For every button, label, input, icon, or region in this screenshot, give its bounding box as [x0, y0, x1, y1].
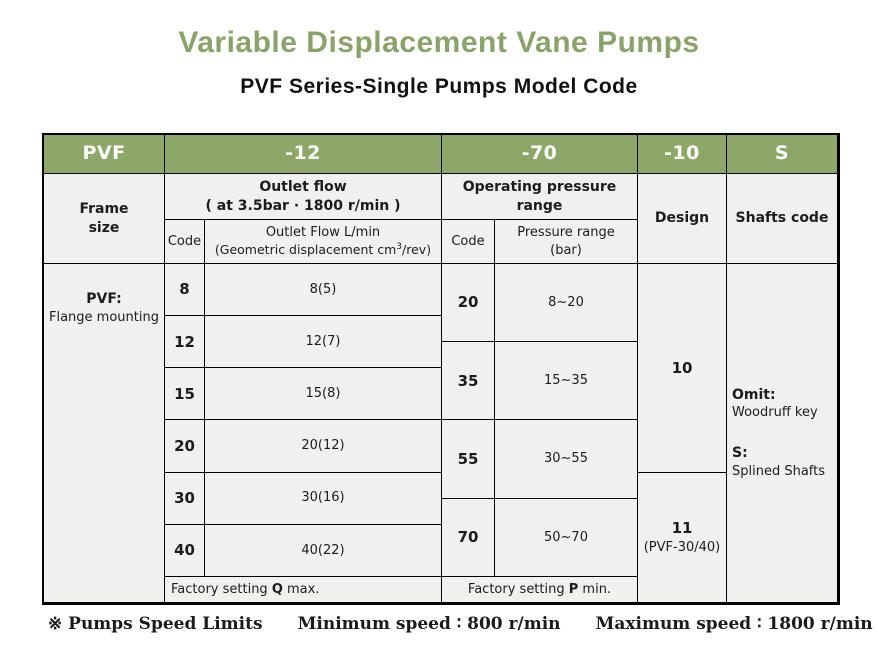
page-title: Variable Displacement Vane Pumps	[178, 26, 700, 59]
shafts-cell: Omit: Woodruff key S: Splined Shafts	[727, 264, 838, 603]
flow-code-30: 30	[165, 472, 205, 525]
header-outlet-flow-line1: Outlet flow	[259, 178, 347, 195]
model-code-shaft: S	[727, 135, 838, 174]
header-outlet-flow-line2: ( at 3.5bar · 1800 r/min )	[205, 197, 401, 214]
design-11-value: 11	[671, 519, 693, 538]
header-pressure-code: Code	[442, 220, 495, 264]
flow-value-40: 40(22)	[205, 524, 442, 577]
maximum-speed: Maximum speed ∶ 1800 r/min	[595, 614, 873, 634]
model-code-flow: -12	[165, 135, 442, 174]
model-code-pressure: -70	[442, 135, 638, 174]
design-11-note: (PVF-30/40)	[643, 539, 721, 555]
shaft-omit-code: Omit:	[732, 386, 776, 403]
header-flow-unit-line1: Outlet Flow L/min	[265, 224, 381, 240]
shaft-option-omit: Omit: Woodruff key	[732, 386, 818, 422]
model-code-design: -10	[638, 135, 727, 174]
page-subtitle: PVF Series-Single Pumps Model Code	[240, 75, 638, 98]
speed-limits-label: ※ Pumps Speed Limits	[48, 614, 263, 634]
model-code-pvf: PVF	[44, 135, 165, 174]
factory-setting-pressure: Factory setting P min.	[442, 576, 638, 603]
header-operating-pressure: Operating pressure range	[442, 174, 638, 220]
header-design: Design	[638, 174, 727, 264]
design-11-cell: 11 (PVF-30/40)	[638, 472, 727, 603]
flow-code-15: 15	[165, 368, 205, 421]
pressure-range-20: 8~20	[495, 264, 638, 343]
model-code-table: PVF -12 -70 -10 S Frame size Outlet flow…	[42, 133, 840, 605]
header-frame-size: Frame size	[44, 174, 165, 264]
pressure-code-55: 55	[442, 420, 495, 499]
flow-code-12: 12	[165, 316, 205, 369]
pump-speed-limits-note: ※ Pumps Speed Limits Minimum speed ∶ 800…	[48, 614, 873, 634]
flow-code-40: 40	[165, 524, 205, 577]
header-outlet-flow: Outlet flow ( at 3.5bar · 1800 r/min )	[165, 174, 442, 220]
shaft-option-s: S: Splined Shafts	[732, 444, 825, 480]
header-pressure-range: Pressure range (bar)	[495, 220, 638, 264]
header-shafts-code: Shafts code	[727, 174, 838, 264]
flow-code-8: 8	[165, 264, 205, 317]
pressure-code-70: 70	[442, 498, 495, 577]
header-flow-unit: Outlet Flow L/min (Geometric displacemen…	[205, 220, 442, 264]
factory-setting-flow: Factory setting Q max.	[165, 576, 442, 603]
pressure-range-55: 30~55	[495, 420, 638, 499]
shaft-s-desc: Splined Shafts	[732, 463, 826, 479]
shaft-omit-desc: Woodruff key	[732, 405, 818, 421]
design-10-cell: 10	[638, 264, 727, 473]
shaft-s-code: S:	[732, 444, 748, 461]
flow-value-12: 12(7)	[205, 316, 442, 369]
pressure-code-35: 35	[442, 342, 495, 421]
minimum-speed: Minimum speed ∶ 800 r/min	[297, 614, 561, 634]
flow-value-15: 15(8)	[205, 368, 442, 421]
frame-name: PVF:	[86, 291, 122, 307]
flow-value-30: 30(16)	[205, 472, 442, 525]
flow-value-20: 20(12)	[205, 420, 442, 473]
pressure-code-20: 20	[442, 264, 495, 343]
pressure-range-70: 50~70	[495, 498, 638, 577]
flow-value-8: 8(5)	[205, 264, 442, 317]
header-flow-code: Code	[165, 220, 205, 264]
pressure-range-35: 15~35	[495, 342, 638, 421]
header-flow-unit-line2: (Geometric displacement cm3/rev)	[214, 242, 432, 258]
flow-code-20: 20	[165, 420, 205, 473]
frame-desc: Flange mounting	[49, 309, 159, 325]
frame-mounting-cell: PVF: Flange mounting	[44, 264, 165, 603]
